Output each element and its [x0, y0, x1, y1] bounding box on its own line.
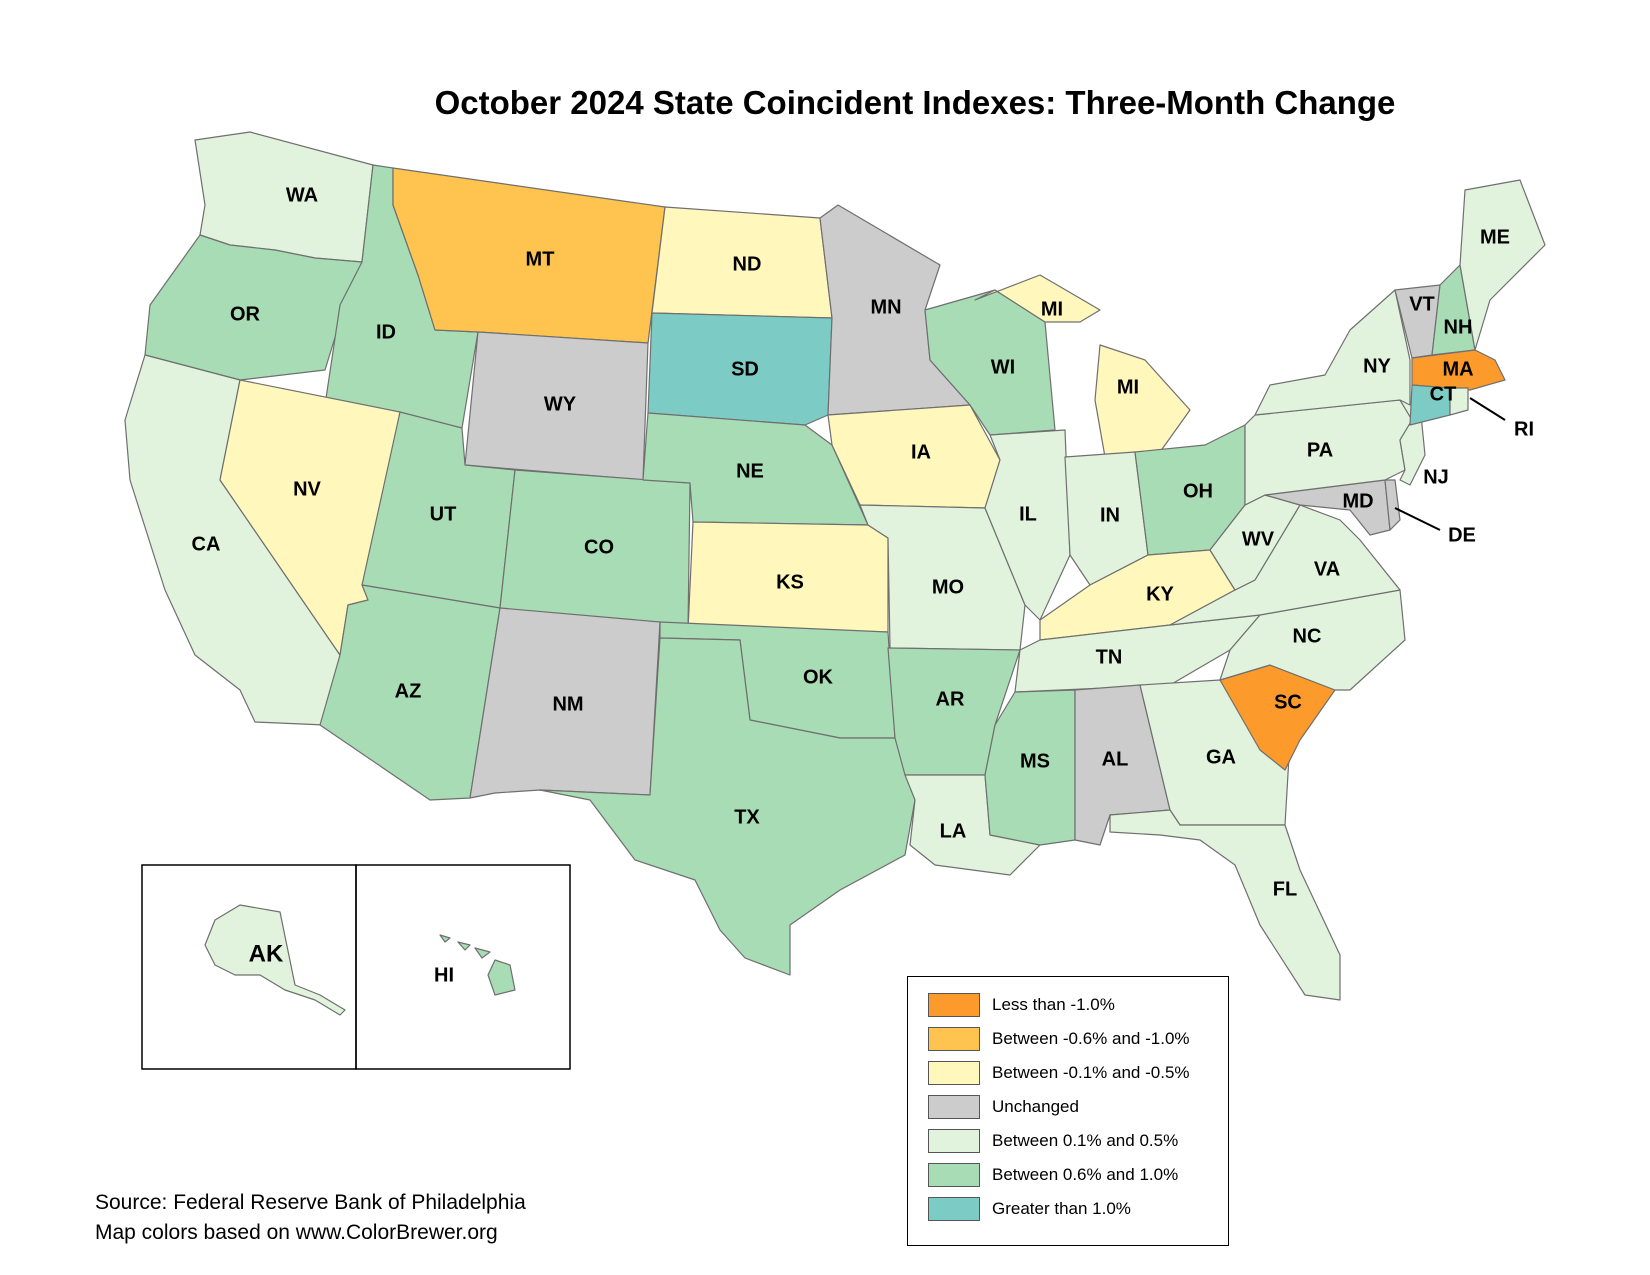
state-label-NV: NV — [293, 478, 321, 500]
state-label-ND: ND — [733, 253, 762, 275]
state-label-ID: ID — [376, 321, 396, 343]
state-label-WY: WY — [544, 393, 577, 415]
leader-line-RI — [1469, 397, 1506, 421]
legend-label: Between -0.6% and -1.0% — [992, 1029, 1190, 1048]
legend: Less than -1.0% Between -0.6% and -1.0% Be… — [907, 976, 1229, 1246]
state-DE — [1384, 479, 1401, 531]
state-SD — [647, 312, 833, 426]
legend-label: Between 0.1% and 0.5% — [992, 1131, 1179, 1150]
state-label-AL: AL — [1102, 748, 1129, 770]
state-label-NJ: NJ — [1423, 466, 1449, 488]
state-label-SD: SD — [731, 358, 759, 380]
state-label-DE: DE — [1448, 524, 1476, 546]
legend-label: Between -0.1% and -0.5% — [992, 1063, 1190, 1082]
state-label-NC: NC — [1293, 625, 1322, 647]
state-HI — [439, 934, 516, 996]
state-label-MI-upper: MI — [1041, 298, 1063, 320]
state-label-NM: NM — [552, 693, 583, 715]
colorbrewer-line: Map colors based on www.ColorBrewer.org — [95, 1221, 498, 1244]
state-label-AZ: AZ — [395, 680, 422, 702]
source-note: Source: Federal Reserve Bank of Philadel… — [95, 1188, 526, 1248]
state-label-OH: OH — [1183, 480, 1213, 502]
state-label-OK: OK — [803, 666, 834, 688]
state-label-GA: GA — [1206, 746, 1236, 768]
state-label-AK: AK — [249, 940, 284, 967]
legend-item-gt1: Greater than 1.0% — [928, 1197, 1131, 1221]
legend-label: Between 0.6% and 1.0% — [992, 1165, 1179, 1184]
state-label-RI: RI — [1514, 418, 1534, 440]
legend-label: Unchanged — [992, 1097, 1079, 1116]
state-label-VT: VT — [1409, 293, 1435, 315]
legend-item-neg06_neg1: Between -0.6% and -1.0% — [928, 1027, 1190, 1051]
state-label-OR: OR — [230, 303, 261, 325]
state-label-KS: KS — [776, 571, 804, 593]
state-label-IA: IA — [911, 441, 931, 463]
state-AK — [204, 904, 346, 1016]
state-label-KY: KY — [1146, 583, 1174, 605]
state-label-WV: WV — [1242, 528, 1275, 550]
state-label-NE: NE — [736, 460, 764, 482]
state-label-MD: MD — [1342, 490, 1373, 512]
state-labels-layer: WA OR CA ID NV MT WY UT AZ CO NM ND SD NE KS OK TX MN IA MO… — [192, 184, 1534, 986]
legend-swatch — [928, 1027, 980, 1051]
state-label-MN: MN — [870, 296, 901, 318]
state-label-MT: MT — [526, 248, 555, 270]
state-label-VA: VA — [1314, 558, 1340, 580]
legend-swatch — [928, 993, 980, 1017]
legend-swatch — [928, 1061, 980, 1085]
state-FL — [1109, 809, 1341, 1001]
map-title: October 2024 State Coincident Indexes: T… — [434, 84, 1396, 121]
hawaii-inset-frame — [355, 864, 571, 1070]
legend-item-p06_p1: Between 0.6% and 1.0% — [928, 1163, 1178, 1187]
leader-line-DE — [1394, 507, 1441, 531]
state-label-CT: CT — [1430, 383, 1457, 405]
state-label-TX: TX — [734, 806, 760, 828]
legend-label: Less than -1.0% — [992, 995, 1115, 1014]
state-IL — [984, 429, 1071, 621]
state-label-NH: NH — [1444, 316, 1473, 338]
state-label-PA: PA — [1307, 439, 1333, 461]
state-label-AR: AR — [936, 688, 965, 710]
state-label-NY: NY — [1363, 355, 1391, 377]
state-NC — [1219, 589, 1406, 691]
state-label-HI: HI — [434, 964, 454, 986]
state-label-CA: CA — [192, 533, 221, 555]
state-label-CO: CO — [584, 536, 614, 558]
state-label-MO: MO — [932, 576, 964, 598]
state-label-TN: TN — [1096, 646, 1123, 668]
legend-item-p01_p05: Between 0.1% and 0.5% — [928, 1129, 1178, 1153]
legend-item-unchanged: Unchanged — [928, 1095, 1079, 1119]
state-label-ME: ME — [1480, 226, 1510, 248]
legend-swatch — [928, 1163, 980, 1187]
state-NY — [1254, 289, 1411, 416]
state-RI — [1449, 387, 1469, 416]
state-label-WA: WA — [286, 184, 318, 206]
legend-item-neg01_neg05: Between -0.1% and -0.5% — [928, 1061, 1190, 1085]
state-label-IL: IL — [1019, 503, 1037, 525]
state-label-UT: UT — [430, 503, 457, 525]
state-TX — [539, 637, 916, 976]
legend-swatch — [928, 1197, 980, 1221]
state-label-MA: MA — [1442, 358, 1473, 380]
state-label-IN: IN — [1100, 504, 1120, 526]
legend-label: Greater than 1.0% — [992, 1199, 1131, 1218]
state-KS — [687, 521, 889, 633]
state-ME — [1459, 179, 1546, 351]
state-label-MI: MI — [1117, 376, 1139, 398]
state-label-MS: MS — [1020, 750, 1050, 772]
states-layer — [124, 131, 1546, 1001]
state-label-SC: SC — [1274, 691, 1302, 713]
state-label-LA: LA — [940, 820, 967, 842]
legend-item-lt_neg1: Less than -1.0% — [928, 993, 1115, 1017]
legend-swatch — [928, 1095, 980, 1119]
state-label-WI: WI — [991, 356, 1015, 378]
legend-swatch — [928, 1129, 980, 1153]
state-label-FL: FL — [1273, 878, 1297, 900]
source-line: Source: Federal Reserve Bank of Philadel… — [95, 1191, 526, 1214]
